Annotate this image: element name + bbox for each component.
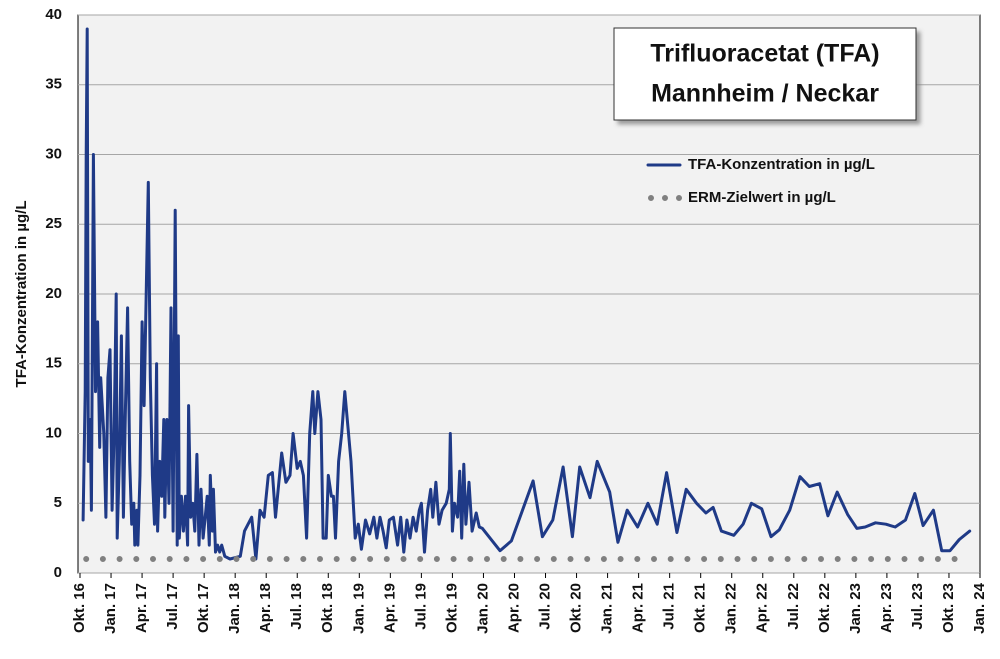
x-tick-label: Okt. 17 xyxy=(195,583,212,633)
y-tick-label: 35 xyxy=(45,76,62,93)
y-tick-label: 30 xyxy=(45,145,62,162)
chart-title: Trifluoracetat (TFA) xyxy=(650,40,879,68)
x-tick-label: Jan. 24 xyxy=(971,582,988,634)
y-tick-label: 5 xyxy=(54,494,62,511)
x-tick-label: Apr. 17 xyxy=(133,583,150,633)
x-tick-label: Okt. 22 xyxy=(816,583,833,633)
x-tick-label: Apr. 21 xyxy=(630,583,647,633)
y-tick-label: 20 xyxy=(45,285,62,302)
x-tick-label: Okt. 20 xyxy=(568,583,585,633)
x-tick-label: Apr. 18 xyxy=(257,583,274,633)
data-line xyxy=(81,27,972,561)
x-tick-label: Apr. 20 xyxy=(505,583,522,633)
y-tick-label: 10 xyxy=(45,424,62,441)
x-tick-label: Jul. 22 xyxy=(785,583,802,630)
x-tick-label: Jul. 18 xyxy=(288,583,305,630)
grid xyxy=(78,14,981,578)
x-tick-label: Jul. 20 xyxy=(536,583,553,630)
legend: TFA-Konzentration in µg/L ERM-Zielwert in… xyxy=(646,156,875,206)
y-tick-label: 0 xyxy=(54,564,62,581)
x-tick-label: Okt. 18 xyxy=(319,583,336,633)
x-tick-label: Jan. 20 xyxy=(474,583,491,634)
x-tick-label: Jan. 21 xyxy=(599,583,616,634)
x-tick-label: Apr. 23 xyxy=(878,583,895,633)
x-tick-label: Okt. 23 xyxy=(940,583,957,633)
x-tick-label: Jul. 21 xyxy=(661,583,678,630)
legend-label: ERM-Zielwert in µg/L xyxy=(688,189,836,206)
x-tick-label: Jan. 23 xyxy=(847,583,864,634)
x-tick-label: Okt. 21 xyxy=(692,583,709,633)
x-tick-label: Jul. 19 xyxy=(412,583,429,630)
y-tick-label: 15 xyxy=(45,355,62,372)
x-tick-label: Jul. 17 xyxy=(164,583,181,630)
x-tick-label: Okt. 16 xyxy=(71,583,88,633)
x-tick-label: Jan. 22 xyxy=(723,583,740,634)
x-tick-label: Jan. 19 xyxy=(350,583,367,634)
y-axis-label: TFA-Konzentration in µg/L xyxy=(13,201,30,388)
marks xyxy=(81,27,972,562)
x-tick-label: Apr. 22 xyxy=(754,583,771,633)
legend-label: TFA-Konzentration in µg/L xyxy=(688,156,875,173)
x-tick-label: Jan. 17 xyxy=(102,583,119,634)
x-tick-label: Jul. 23 xyxy=(909,583,926,630)
x-tick-label: Jan. 18 xyxy=(226,583,243,634)
y-tick-label: 25 xyxy=(45,215,62,232)
title-box xyxy=(613,27,917,121)
x-tick-label: Apr. 19 xyxy=(381,583,398,633)
chart-title: Mannheim / Neckar xyxy=(651,80,879,108)
x-tick-label: Okt. 19 xyxy=(443,583,460,633)
y-tick-label: 40 xyxy=(45,6,62,23)
